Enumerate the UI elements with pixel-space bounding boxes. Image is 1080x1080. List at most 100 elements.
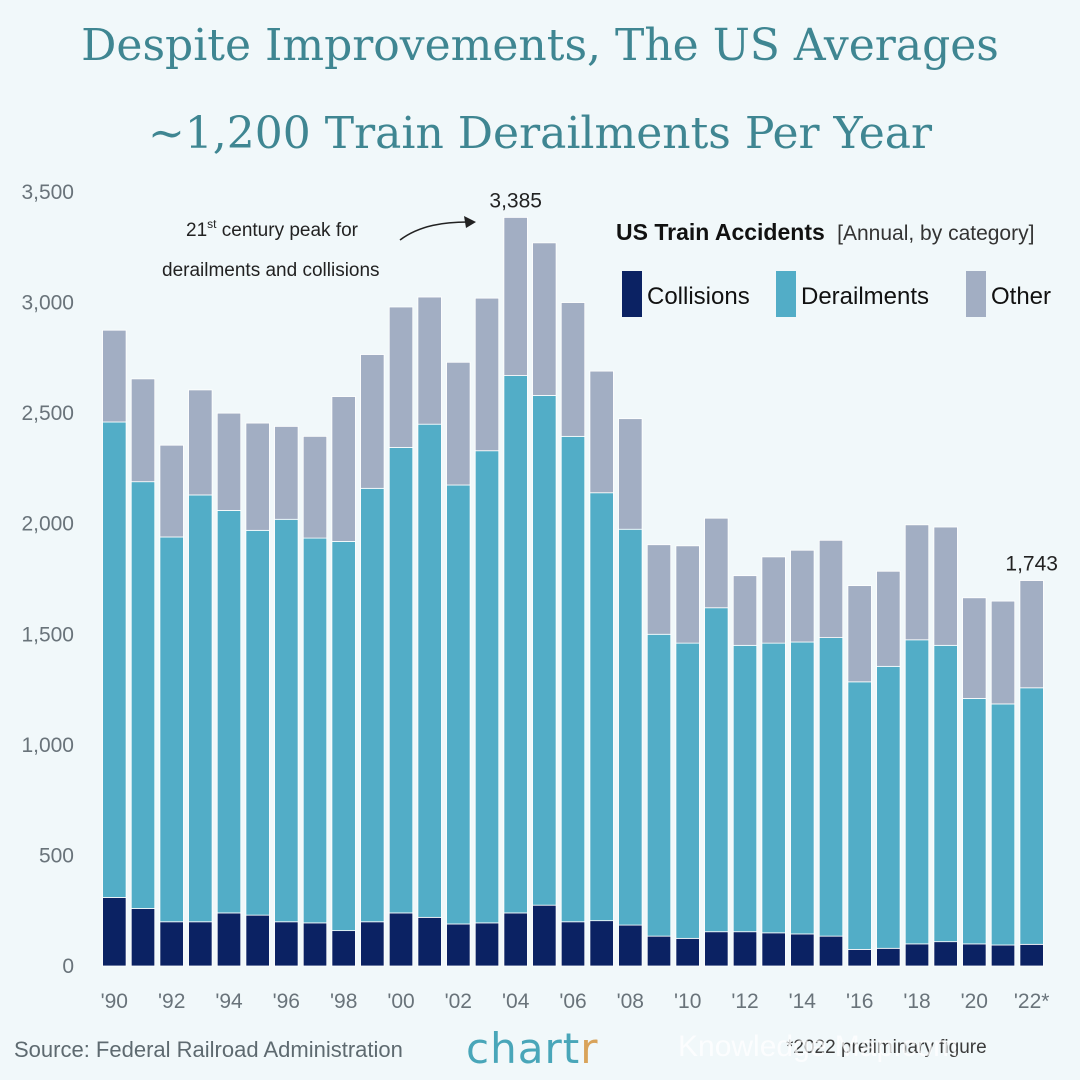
x-axis-ticks: '90 '92 '94 '96 '98 '00 '02 '04 '06 '08 '10 '12 '14 '…	[101, 990, 1050, 1013]
bar-other-2015	[818, 539, 844, 638]
bar-collisions-2000	[388, 912, 414, 967]
bar-other-1993	[188, 389, 213, 496]
x-tick-label: '18	[903, 990, 930, 1013]
x-tick-label: '94	[215, 990, 243, 1013]
bar-derailments-1994	[216, 510, 242, 914]
bar-derailments-2000	[388, 447, 414, 914]
bar-collisions-1994	[216, 912, 242, 967]
y-tick-label: 500	[39, 844, 74, 867]
bar-other-1994	[216, 412, 242, 511]
bar-derailments-1998	[331, 541, 356, 932]
bar-collisions-2003	[474, 922, 500, 967]
x-tick-label: '98	[330, 990, 357, 1013]
legend-swatch-collisions	[622, 271, 642, 317]
bar-other-2022	[1019, 580, 1044, 689]
bar-collisions-1996	[274, 921, 299, 967]
legend-label-other: Other	[991, 283, 1051, 310]
bar-other-2005	[532, 242, 557, 396]
legend-label-collisions: Collisions	[647, 283, 750, 310]
annotation-arrowhead-icon	[464, 216, 476, 228]
bar-derailments-2016	[847, 681, 872, 950]
bar-other-2012	[732, 575, 758, 646]
footnote: *2022 preliminary figure	[786, 1037, 987, 1058]
x-tick-label: '16	[846, 990, 873, 1013]
bar-value-label: 1,743	[1005, 553, 1058, 576]
y-axis-ticks: 0 500 1,000 1,500 2,000 2,500 3,000 3,500	[21, 181, 74, 978]
bar-derailments-1995	[245, 529, 270, 916]
legend-swatch-derailments	[776, 271, 796, 317]
y-tick-label: 2,000	[21, 513, 74, 536]
bar-derailments-2006	[560, 435, 586, 923]
bar-derailments-2003	[474, 450, 500, 924]
bar-other-2019	[933, 526, 958, 646]
bar-collisions-2019	[933, 941, 958, 967]
bar-collisions-2022	[1019, 943, 1044, 967]
bar-collisions-1993	[188, 921, 213, 967]
bar-collisions-2017	[876, 947, 901, 967]
y-tick-label: 3,500	[21, 181, 74, 204]
legend-swatch-other	[966, 271, 986, 317]
bar-derailments-2002	[446, 484, 471, 925]
bar-other-2013	[761, 556, 786, 644]
bar-collisions-2010	[675, 937, 700, 967]
y-tick-label: 3,000	[21, 292, 74, 315]
bar-collisions-2012	[732, 931, 758, 967]
bar-derailments-1997	[302, 537, 328, 924]
bar-collisions-2020	[962, 943, 987, 967]
bar-derailments-2013	[761, 642, 786, 934]
x-tick-label: '96	[273, 990, 300, 1013]
bar-derailments-2004	[503, 375, 528, 914]
bar-collisions-1998	[331, 930, 356, 967]
bar-derailments-2012	[732, 644, 758, 933]
bar-other-2009	[646, 544, 672, 635]
bar-collisions-2009	[646, 935, 672, 967]
legend-title: US Train Accidents [Annual, by category]	[616, 219, 1034, 245]
bar-other-1999	[360, 354, 385, 489]
bar-derailments-2020	[962, 698, 987, 945]
y-tick-label: 0	[62, 955, 74, 978]
bar-derailments-2018	[904, 639, 930, 945]
bar-derailments-1993	[188, 494, 213, 923]
bar-derailments-2011	[704, 607, 729, 933]
bar-other-2020	[962, 597, 987, 699]
legend-label-derailments: Derailments	[801, 283, 929, 310]
bar-collisions-2007	[589, 920, 614, 967]
bar-collisions-2011	[704, 931, 729, 967]
bar-derailments-2005	[532, 395, 557, 906]
bar-derailments-2014	[790, 641, 815, 935]
bar-derailments-1996	[274, 518, 299, 923]
bar-other-1997	[302, 435, 328, 539]
bar-collisions-2005	[532, 904, 557, 967]
bar-collisions-2004	[503, 912, 528, 967]
x-tick-label: '06	[559, 990, 586, 1013]
bar-collisions-2021	[990, 944, 1016, 967]
bar-derailments-2017	[876, 665, 901, 949]
bar-labels: 3,385 1,743	[489, 189, 1058, 575]
annotation-line-2: derailments and collisions	[162, 260, 380, 281]
annotation-arrow	[399, 221, 469, 241]
bar-derailments-2015	[818, 637, 844, 937]
bar-collisions-2018	[904, 943, 930, 967]
legend: Collisions Derailments Other	[622, 271, 1051, 317]
bar-other-1990	[102, 329, 127, 423]
x-tick-label: '08	[617, 990, 644, 1013]
chart-title-line-1: Despite Improvements, The US Averages	[81, 20, 999, 71]
bar-other-2006	[560, 302, 586, 437]
bar-other-2002	[446, 361, 471, 486]
x-tick-label: '22*	[1014, 990, 1050, 1013]
bar-other-1992	[159, 444, 184, 538]
bar-other-2003	[474, 297, 500, 452]
source-note: Source: Federal Railroad Administration	[14, 1037, 403, 1062]
x-tick-label: '02	[445, 990, 472, 1013]
x-tick-label: '04	[502, 990, 530, 1013]
bar-other-2017	[876, 570, 901, 667]
bar-collisions-2008	[618, 924, 643, 967]
bar-group	[102, 217, 1044, 967]
chart-title-line-2: ~1,200 Train Derailments Per Year	[147, 108, 933, 159]
bar-derailments-2001	[417, 423, 442, 918]
bar-other-2010	[675, 545, 700, 644]
x-tick-label: '00	[387, 990, 414, 1013]
bar-collisions-1992	[159, 921, 184, 967]
annotation-line-1: 21st century peak for	[186, 217, 359, 241]
